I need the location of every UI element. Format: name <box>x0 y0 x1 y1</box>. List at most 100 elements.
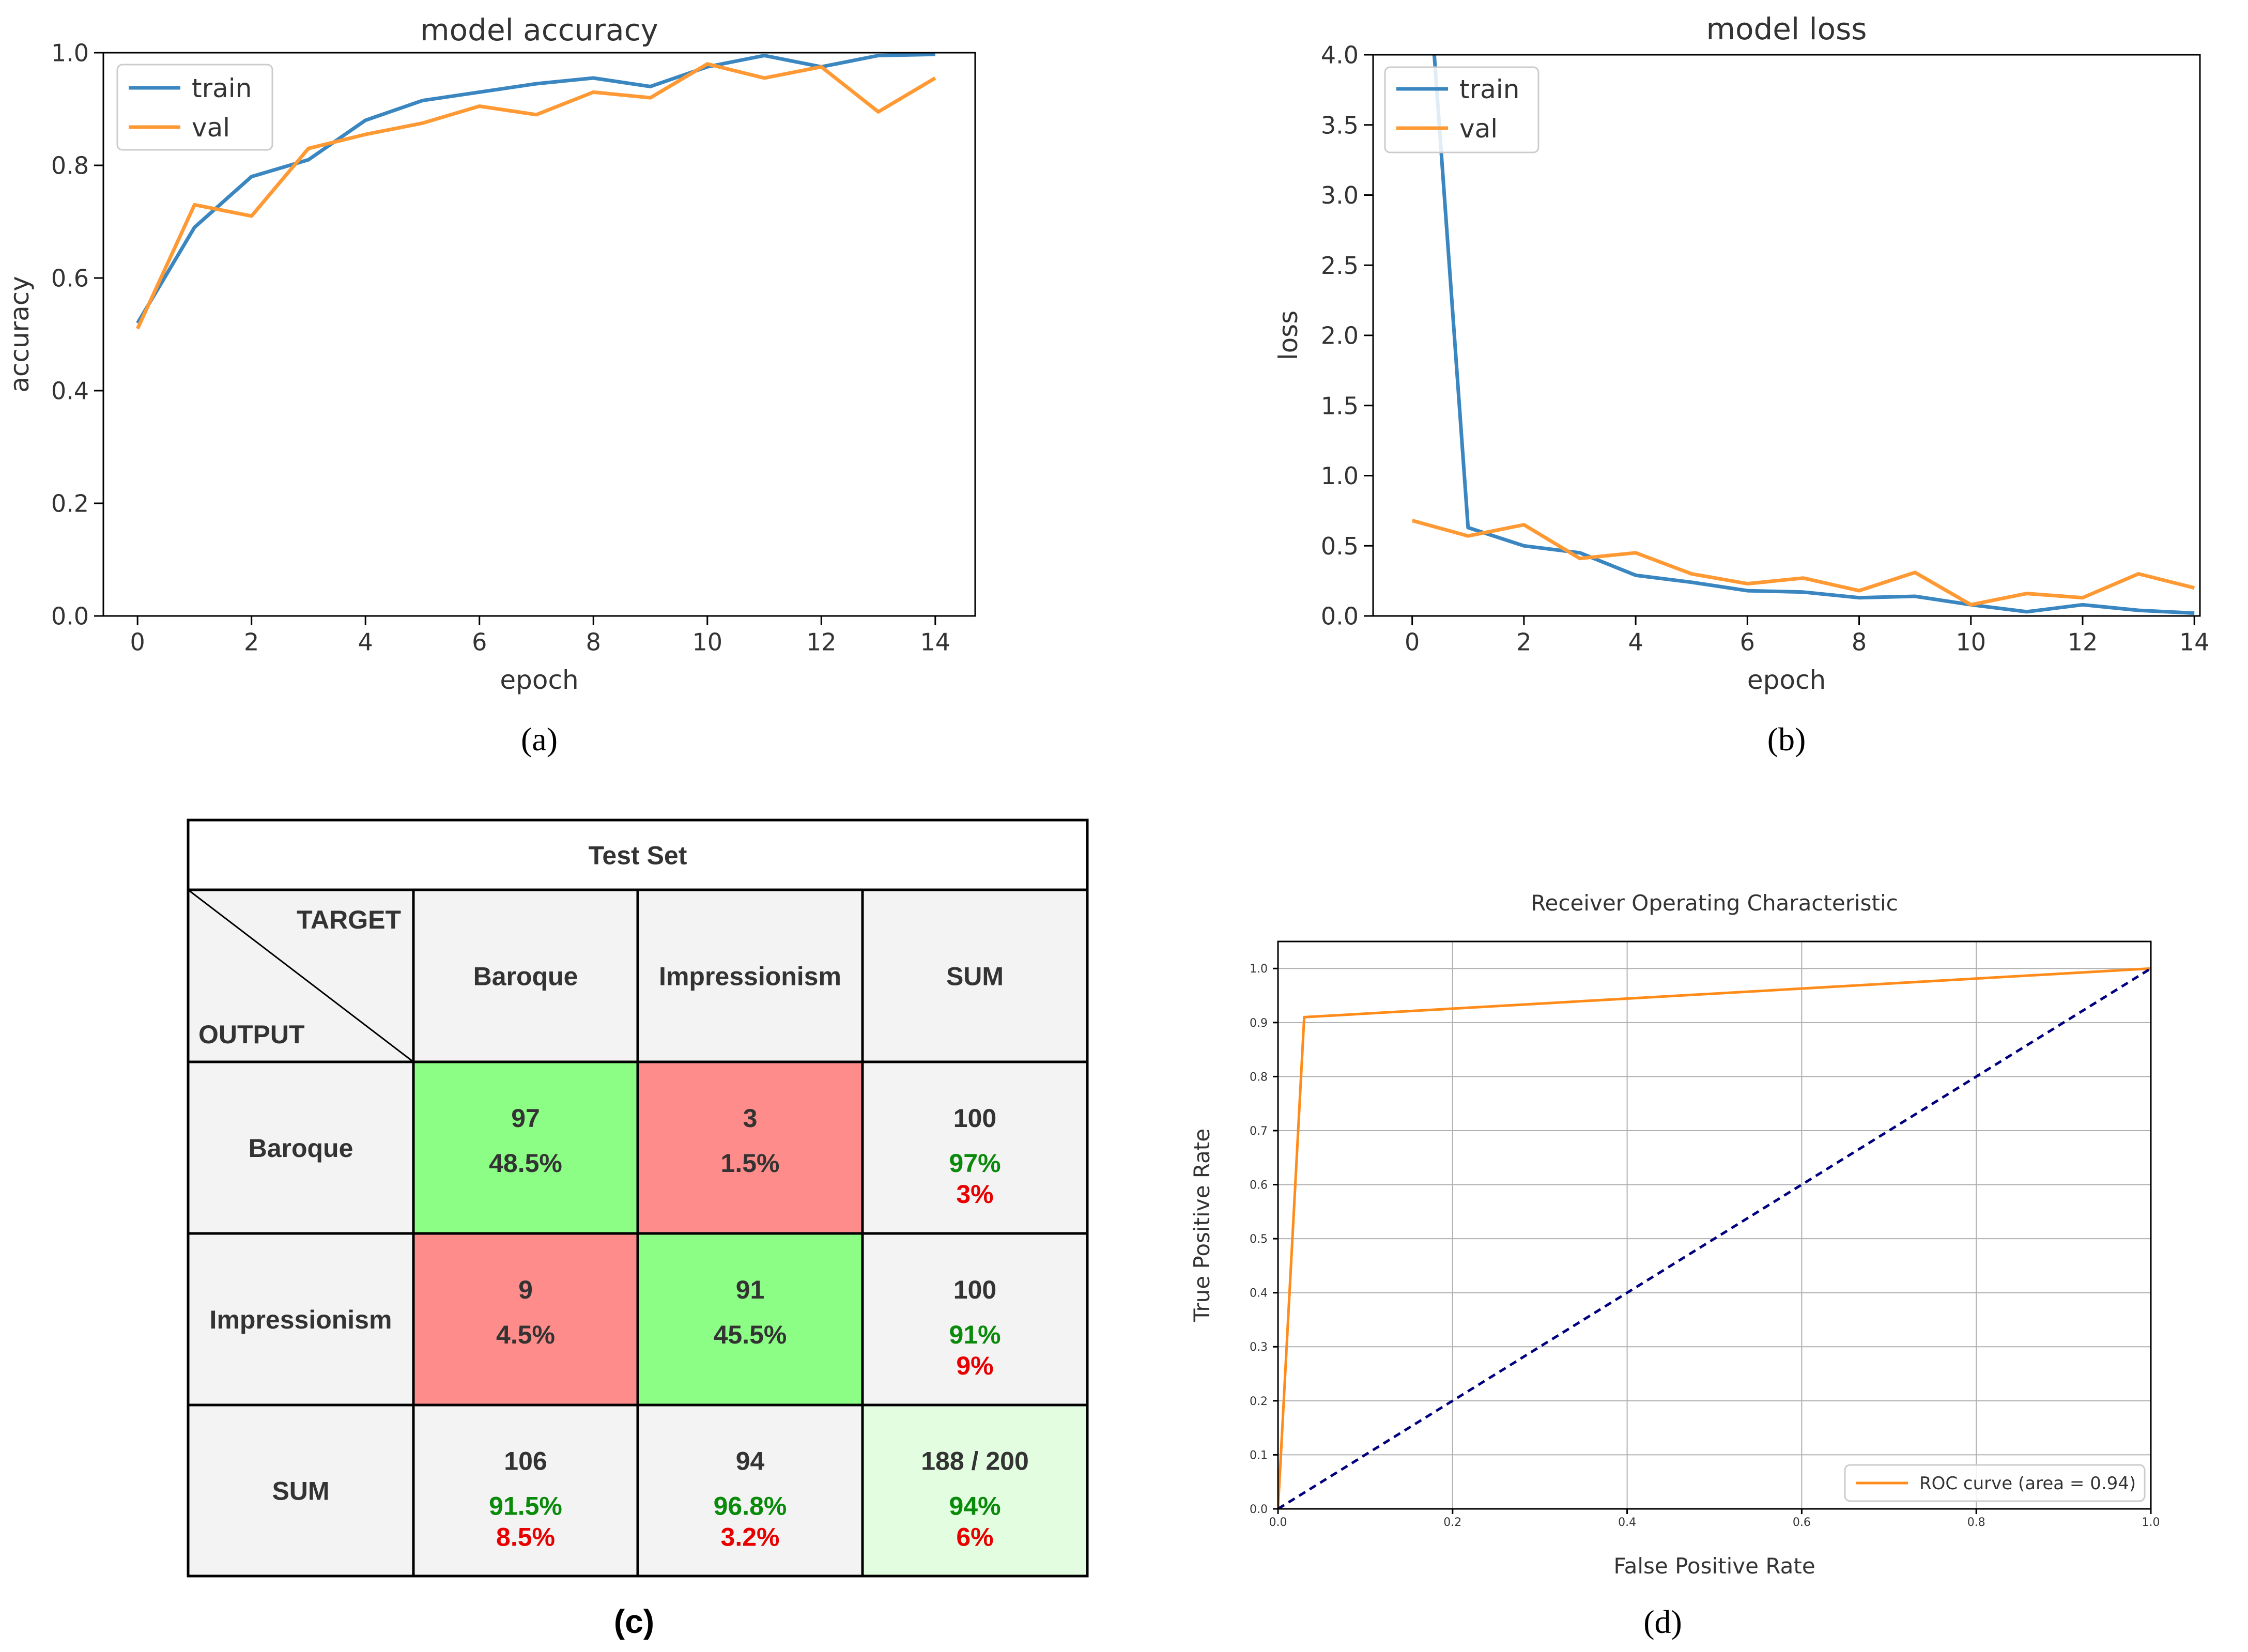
y-tick-label: 0.9 <box>1250 1017 1268 1030</box>
cell-baroque-impressionism <box>638 1062 863 1233</box>
series-line-train <box>136 53 935 324</box>
corner-diagonal <box>188 889 414 1063</box>
series-line-val <box>1411 519 2195 607</box>
y-tick-label: 1.0 <box>1250 963 1268 976</box>
x-axis-label: False Positive Rate <box>1613 1553 1815 1579</box>
panel-caption: (a) <box>521 721 558 758</box>
x-tick-label: 1.0 <box>2142 1516 2160 1529</box>
chart-title: model loss <box>1706 11 1867 47</box>
cell-percent-correct: 91% <box>949 1320 1000 1349</box>
x-tick-label: 4 <box>358 628 373 656</box>
cell-percent-correct: 97% <box>949 1149 1000 1178</box>
cell-baroque-baroque <box>413 1062 638 1233</box>
cell-sum-baroque <box>413 1405 638 1576</box>
cell-percent: 48.5% <box>489 1149 562 1178</box>
title-row <box>188 820 1087 890</box>
panel-caption: (b) <box>1767 721 1806 758</box>
cell-percent-error: 3.2% <box>721 1523 780 1552</box>
x-tick-label: 4 <box>1628 628 1643 656</box>
cell-count: 94 <box>736 1447 765 1476</box>
cell-count: 100 <box>953 1275 996 1304</box>
chart-title: model accuracy <box>420 12 658 48</box>
row-header-impressionism: Impressionism <box>210 1305 392 1334</box>
x-tick-label: 0.8 <box>1967 1516 1985 1529</box>
y-tick-label: 0.1 <box>1250 1449 1268 1462</box>
legend-label-train: train <box>192 73 252 103</box>
x-tick-label: 14 <box>920 628 951 656</box>
cell-percent-correct: 94% <box>949 1492 1000 1521</box>
x-tick-label: 14 <box>2179 628 2210 656</box>
cell-percent: 1.5% <box>721 1149 780 1178</box>
y-tick-label: 1.0 <box>51 39 89 67</box>
y-tick-label: 0.4 <box>1250 1287 1268 1300</box>
x-tick-label: 2 <box>1516 628 1531 656</box>
cell-count: 3 <box>743 1104 758 1133</box>
legend-label-val: val <box>1459 114 1498 144</box>
cell-count: 9 <box>518 1275 533 1304</box>
y-axis-label: True Positive Rate <box>1189 1129 1214 1322</box>
chart-accuracy: 0 2 4 6 8 10 12 14 0.0 0.2 0.4 0.6 0.8 1.0 model accur… <box>5 12 976 758</box>
y-tick-label: 0.8 <box>1250 1071 1268 1084</box>
plot-frame <box>1277 940 2152 1510</box>
chart-loss: 0 2 4 6 8 10 12 14 0.0 0.5 1.0 1.5 2.0 2.5 3.0 3.5 4.0 mo… <box>1273 11 2210 758</box>
y-axis-label: loss <box>1273 311 1303 361</box>
cell-percent-error: 9% <box>956 1351 993 1380</box>
x-tick-label: 0 <box>130 628 145 656</box>
y-tick-label: 0.8 <box>51 152 89 180</box>
confusion-matrix: Test Set Baroque Impressionism SUM TARGET OUT… <box>187 819 1089 1640</box>
x-tick-label: 0.4 <box>1618 1516 1636 1529</box>
y-tick-label: 0.6 <box>51 265 89 292</box>
matrix-title: Test Set <box>589 841 687 870</box>
cell-count: 91 <box>736 1275 765 1304</box>
cell-impressionism-sum <box>863 1233 1087 1405</box>
y-tick-label: 4.0 <box>1321 41 1359 69</box>
cell-sum-sum <box>863 1405 1087 1576</box>
chart-roc: 0.0 0.2 0.4 0.6 0.8 1.0 0.0 0.1 0.2 0.3 0.4 0.5 0.6 0… <box>1189 890 2160 1640</box>
x-tick-label: 0.6 <box>1793 1516 1811 1529</box>
cell-impressionism-impressionism <box>638 1233 863 1405</box>
target-label: TARGET <box>297 905 401 934</box>
panel-caption: (c) <box>614 1603 654 1640</box>
chart-title: Receiver Operating Characteristic <box>1531 890 1898 916</box>
x-tick-label: 6 <box>472 628 487 656</box>
y-tick-label: 0.0 <box>51 603 89 630</box>
cell-count: 188 / 200 <box>921 1447 1029 1476</box>
y-tick-label: 0.2 <box>51 490 89 518</box>
x-tick-label: 6 <box>1740 628 1755 656</box>
cell-percent: 4.5% <box>496 1320 555 1349</box>
cell-percent-correct: 96.8% <box>714 1492 787 1521</box>
x-tick-label: 0.0 <box>1269 1516 1287 1529</box>
column-header-sum: SUM <box>946 962 1004 991</box>
output-label: OUTPUT <box>198 1020 305 1049</box>
cell-count: 97 <box>511 1104 540 1133</box>
series-line-train <box>1432 55 2195 615</box>
series-line-roc <box>1278 967 2151 1509</box>
cell-percent-error: 8.5% <box>496 1523 555 1552</box>
cell-count: 106 <box>504 1447 547 1476</box>
y-tick-label: 1.5 <box>1321 392 1359 420</box>
y-tick-label: 0.6 <box>1250 1179 1268 1192</box>
series-line-diagonal <box>1278 967 2151 1509</box>
row-header-bg <box>188 1062 413 1576</box>
x-tick-label: 0.2 <box>1443 1516 1461 1529</box>
legend-box <box>1844 1464 2146 1502</box>
panel-caption: (d) <box>1643 1603 1682 1640</box>
y-tick-label: 0.3 <box>1250 1341 1268 1354</box>
y-tick-label: 0.4 <box>51 377 89 405</box>
cell-sum-impressionism <box>638 1405 863 1576</box>
x-tick-label: 8 <box>586 628 601 656</box>
y-tick-label: 0.0 <box>1250 1503 1268 1516</box>
x-tick-label: 12 <box>806 628 837 656</box>
x-tick-label: 0 <box>1405 628 1420 656</box>
cell-percent-correct: 91.5% <box>489 1492 562 1521</box>
x-tick-label: 2 <box>244 628 259 656</box>
x-axis-label: epoch <box>1747 665 1826 695</box>
cell-percent-error: 6% <box>956 1523 993 1552</box>
legend-label-train: train <box>1459 74 1519 104</box>
x-tick-label: 12 <box>2068 628 2098 656</box>
cell-percent-error: 3% <box>956 1180 993 1209</box>
y-tick-label: 2.5 <box>1321 252 1359 280</box>
x-axis-label: epoch <box>500 665 578 695</box>
x-tick-label: 10 <box>692 628 722 656</box>
